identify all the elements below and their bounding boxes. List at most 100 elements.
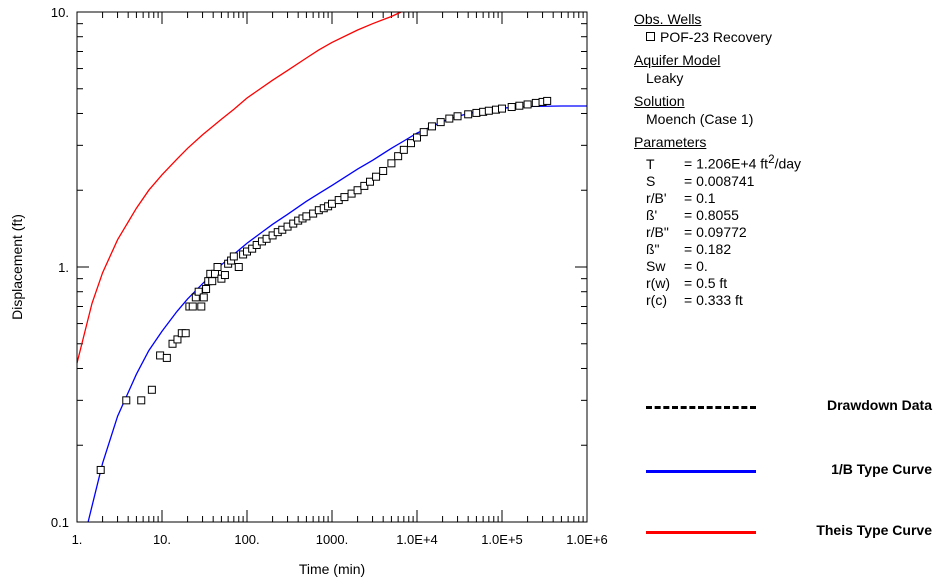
data-point [199,293,208,302]
data-point [328,199,336,208]
data-point [162,353,171,362]
aquifer-model-value: Leaky [646,70,684,86]
parameter-row: ß" = 0.182 [634,241,934,258]
type-curves [76,11,587,523]
data-point [472,108,481,117]
parameter-row: ß' = 0.8055 [634,207,934,224]
parameter-value: = 0.182 [684,240,732,257]
parameter-row: r/B" = 0.09772 [634,224,934,241]
x-tick-label: 1.0E+5 [481,532,523,547]
data-point [302,212,311,221]
data-point [353,186,362,195]
obs-wells-header: Obs. Wells [634,11,702,27]
parameter-name: Sw [646,257,666,274]
parameter-value: = 0.09772 [684,223,747,240]
parameter-name: S [646,172,656,189]
data-point [229,252,238,261]
parameter-name: r/B' [646,189,667,206]
x-axis-label: Time (min) [299,561,365,577]
data-point [484,106,493,115]
parameter-row: S = 0.008741 [634,173,934,190]
1-b-type-curve-line [87,105,587,523]
parameter-name: r/B" [646,223,669,240]
data-point [197,302,206,311]
obs-well-entry: POF-23 Recovery [634,28,934,46]
data-point [445,114,454,123]
data-point [122,396,131,405]
data-point [436,118,445,127]
data-point [498,104,506,113]
data-point [464,110,473,119]
parameter-name: ß" [646,240,660,257]
x-tick-label: 1.0E+4 [396,532,438,547]
parameter-list: T = 1.206E+4 ft2/day S = 0.008741 r/B' = 0.1 ß… [634,151,934,309]
data-point [531,98,540,107]
dashed-line-swatch [646,406,756,409]
data-point [379,166,388,175]
parameter-name: r(w) [646,274,671,291]
data-point [453,112,462,121]
blue-line-swatch [646,470,756,473]
data-point [340,193,349,202]
data-point [202,284,211,293]
legend-drawdown-data: Drawdown Data [618,397,936,417]
data-point [173,335,182,344]
data-point [96,465,105,474]
data-point [220,271,229,280]
data-point [168,339,177,348]
data-point [188,302,197,311]
parameter-row: Sw = 0. [634,258,934,275]
y-axis-label: Displacement (ft) [9,214,25,320]
parameter-unit-exponent: 2 [768,153,775,166]
x-tick-label: 1. [72,532,83,547]
x-tick-label: 100. [234,532,259,547]
data-point [394,152,403,161]
data-point [407,139,416,148]
tick-labels: 1. 10. 100. 1000. 1.0E+4 1.0E+5 1.0E+60.11.10. [51,5,608,547]
parameter-name: ß' [646,206,658,223]
data-point [208,277,217,286]
y-tick-label: 0.1 [51,515,69,530]
y-tick-label: 1. [58,260,69,275]
legend-label: Drawdown Data [826,397,932,413]
data-point [507,103,516,112]
square-marker-icon [646,32,655,41]
data-point [234,263,243,271]
parameter-value: = 0.1 [684,189,716,206]
data-point [413,133,421,142]
parameter-row: r(w) = 0.5 ft [634,275,934,292]
data-point [515,101,524,110]
data-point [137,396,146,405]
red-line-swatch [646,531,756,534]
parameter-value: = 0.5 ft [684,274,728,291]
x-tick-label: 10. [153,532,171,547]
parameter-value: = 0.008741 [684,172,755,189]
theis-type-curve-line [76,11,402,364]
data-point [427,122,436,131]
aquifer-model-header: Aquifer Model [634,52,721,68]
data-point [387,159,396,168]
parameter-unit-suffix: /day [774,155,802,172]
x-tick-label: 1.0E+6 [566,532,608,547]
data-point [360,181,369,190]
solution-header: Solution [634,93,685,109]
data-point [181,329,190,338]
data-point [399,145,408,154]
parameter-row: r(c) = 0.333 ft [634,292,934,309]
legend-theis-type-curve: Theis Type Curve [618,522,936,542]
data-point [156,351,165,360]
legend-label: 1/B Type Curve [831,461,932,477]
parameters-header: Parameters [634,134,707,150]
plot-frame [76,11,588,523]
axis-ticks [76,12,587,523]
data-point [372,172,381,181]
parameter-value: = 0. [684,257,708,274]
data-point [147,385,156,394]
data-point [213,263,222,271]
obs-well-name: POF-23 Recovery [660,29,773,45]
parameter-name: r(c) [646,291,667,308]
info-panel: Obs. Wells POF-23 Recovery Aquifer Model… [634,10,934,309]
displacement-chart: 1. 10. 100. 1000. 1.0E+4 1.0E+5 1.0E+60.11.10.… [9,5,608,577]
data-point [366,177,375,186]
parameter-row: r/B' = 0.1 [634,190,934,207]
